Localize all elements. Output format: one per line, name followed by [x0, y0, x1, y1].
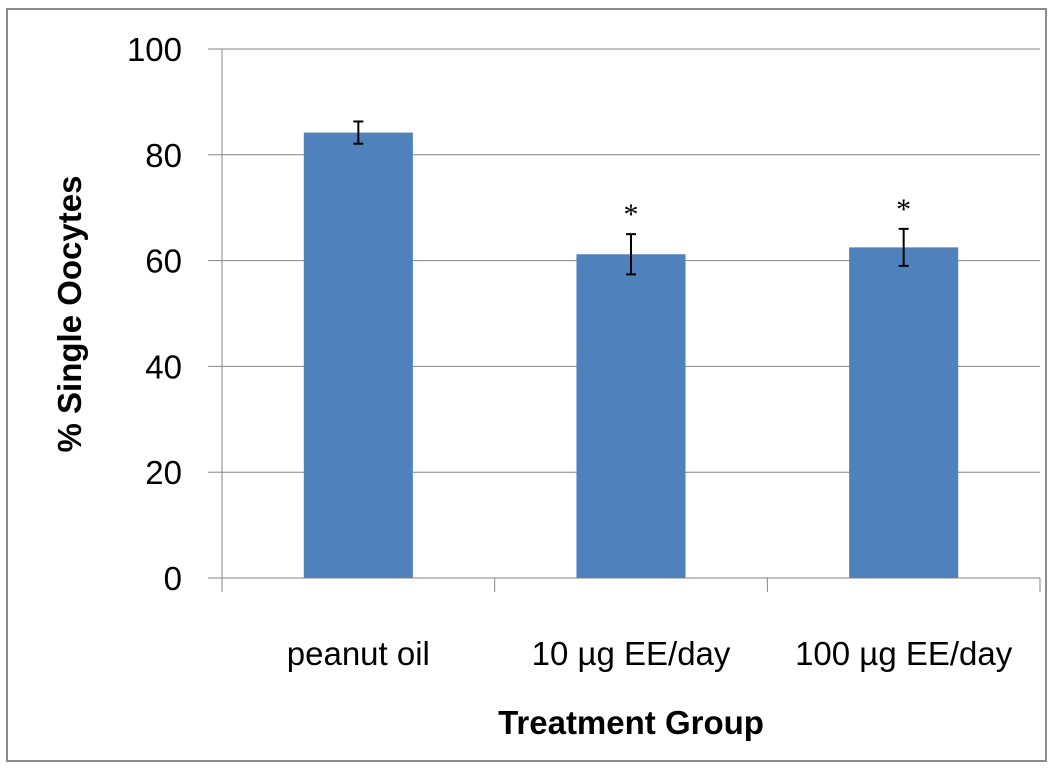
significance-marker: * [896, 193, 911, 226]
x-category-label: 10 µg EE/day [532, 635, 731, 672]
bar [576, 254, 686, 578]
bar [303, 132, 413, 578]
y-tick-label: 40 [145, 348, 182, 385]
bar [849, 247, 959, 578]
y-tick-label: 0 [164, 560, 182, 597]
y-axis-title: % Single Oocytes [51, 176, 88, 453]
significance-marker: * [624, 198, 639, 231]
y-tick-label: 80 [145, 137, 182, 174]
x-category-label: 100 µg EE/day [795, 635, 1013, 672]
y-tick-label: 20 [145, 454, 182, 491]
y-tick-label: 100 [127, 31, 182, 68]
y-tick-label: 60 [145, 243, 182, 280]
error-bar [898, 227, 909, 267]
error-bar [626, 233, 636, 276]
error-bars [353, 120, 909, 276]
x-axis-title: Treatment Group [498, 704, 764, 741]
bars [303, 132, 959, 578]
error-bar [353, 120, 364, 145]
labels: 0 20 40 60 80 100 peanut oil * 10 µg EE/day * 100 … [127, 31, 1013, 672]
x-category-label: peanut oil [287, 635, 430, 672]
